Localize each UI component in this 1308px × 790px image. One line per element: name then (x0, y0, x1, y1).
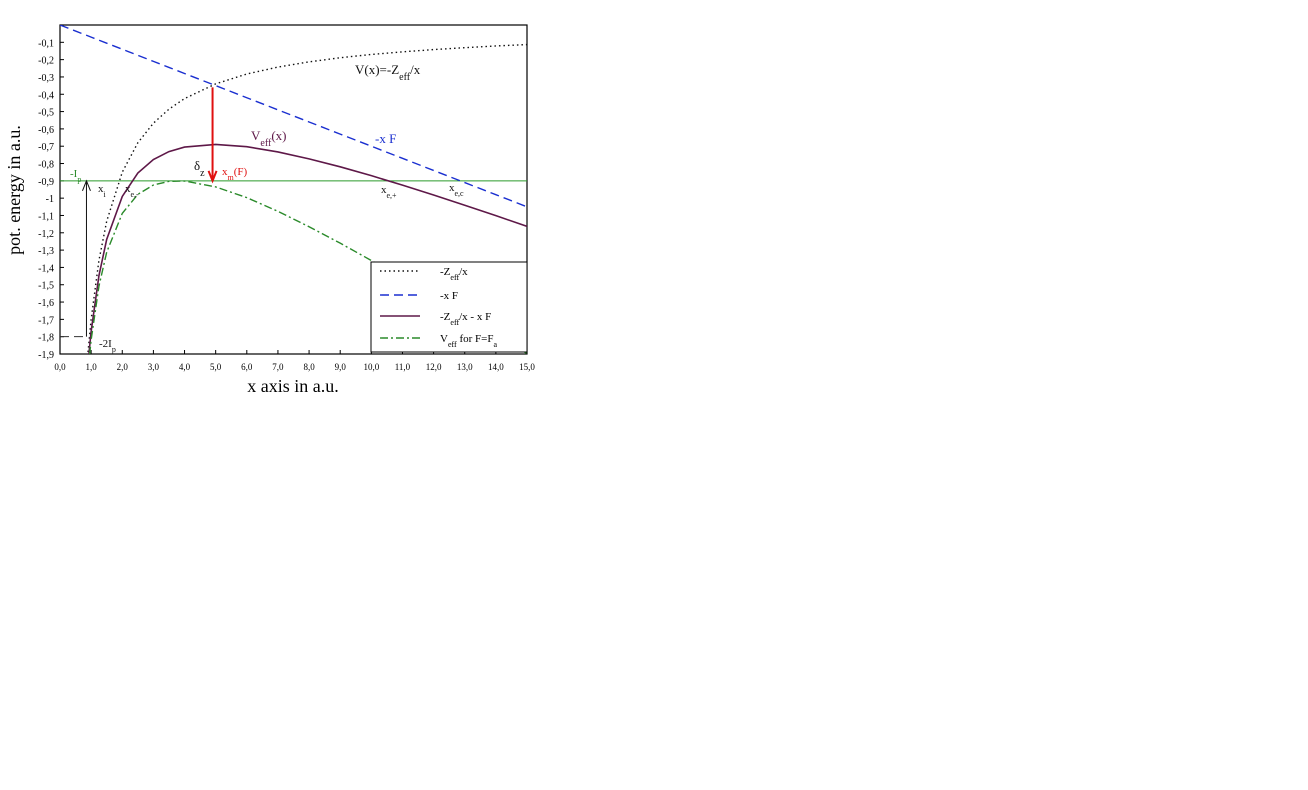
y-tick-label: -1,7 (38, 315, 54, 326)
x-tick-label: 4,0 (179, 362, 191, 372)
series-line (89, 180, 527, 354)
y-tick-label: -1,5 (38, 281, 54, 292)
text-part: /x - x F (459, 311, 491, 323)
y-tick-label: -0,7 (38, 142, 54, 153)
subscript: z (200, 168, 205, 179)
x-tick-label: 13,0 (457, 362, 473, 372)
text-part: x (98, 183, 104, 195)
annotation: xe,- (125, 183, 139, 199)
text-part: V(x)=-Z (355, 62, 399, 77)
y-tick-label: -0,3 (38, 73, 54, 84)
y-tick-label: -1,8 (38, 333, 54, 344)
text-part: (F) (234, 166, 248, 178)
y-tick-label: -1,2 (38, 229, 54, 240)
annotation: xi (98, 183, 107, 199)
annotation: -Ip (70, 168, 81, 184)
subscript: e,- (131, 190, 140, 199)
arrow-head (207, 170, 218, 184)
y-tick-label: -0,8 (38, 160, 54, 171)
series-line (87, 43, 527, 353)
x-tick-label: 8,0 (303, 362, 315, 372)
subscript: eff (450, 318, 459, 327)
text-part: -2I (99, 338, 112, 350)
y-tick-label: -0,4 (38, 90, 54, 101)
legend-label: -Zeff/x (440, 266, 468, 282)
x-tick-label: 3,0 (148, 362, 160, 372)
series-line (88, 143, 527, 354)
x-tick-label: 2,0 (117, 362, 129, 372)
y-tick-label: -0,9 (38, 177, 54, 188)
y-tick-label: -1,4 (38, 263, 54, 274)
annotation: δz (194, 158, 205, 179)
legend-box (370, 261, 528, 353)
legend-label: -Zeff/x - x F (440, 311, 491, 327)
subscript: e,c (455, 189, 465, 198)
text-part: /x (459, 266, 468, 278)
text-part: x (222, 166, 228, 178)
x-tick-label: 7,0 (272, 362, 284, 372)
y-tick-label: -1,1 (38, 211, 54, 222)
y-tick-label: -1,9 (38, 350, 54, 361)
series-line (60, 25, 527, 208)
y-tick-label: -0,1 (38, 38, 54, 49)
y-tick-label: -0,6 (38, 125, 54, 136)
x-tick-label: 9,0 (335, 362, 347, 372)
x-tick-label: 0,0 (54, 362, 66, 372)
x-tick-label: 14,0 (488, 362, 504, 372)
annotation: xe,+ (381, 184, 397, 200)
x-tick-label: 12,0 (426, 362, 442, 372)
text-part: for F=F (457, 333, 494, 345)
legend-label: Veff for F=Fa (440, 333, 497, 349)
legend-label: -x F (440, 290, 458, 302)
text-part: V (440, 333, 448, 345)
text-part: V (251, 128, 261, 143)
text-part: δ (194, 158, 200, 173)
subscript: eff (450, 273, 459, 282)
text-part: -I (70, 168, 78, 180)
plot-area (60, 25, 527, 354)
annotation: xe,c (449, 182, 464, 198)
subscript: eff (448, 340, 457, 349)
text-part: /x (410, 62, 421, 77)
y-tick-label: -0,2 (38, 56, 54, 67)
annotation: -2Ip (99, 338, 116, 354)
annotation: V(x)=-Zeff/x (355, 62, 421, 83)
y-axis-title: pot. energy in a.u. (4, 125, 24, 255)
subscript: m (228, 173, 235, 182)
text-part: -Z (440, 311, 451, 323)
arrow-head (81, 179, 91, 192)
annotation: -x F (375, 131, 396, 146)
subscript: e,+ (387, 191, 398, 200)
text-part: -Z (440, 266, 451, 278)
subscript: eff (399, 72, 411, 83)
text-part: -x F (375, 131, 396, 146)
text-part: (x) (271, 128, 286, 143)
annotation: Veff(x) (251, 128, 286, 149)
x-tick-label: 6,0 (241, 362, 253, 372)
x-tick-label: 1,0 (86, 362, 98, 372)
subscript: a (493, 340, 497, 349)
y-tick-label: -1,3 (38, 246, 54, 257)
text-part: x (381, 184, 387, 196)
plot-frame (59, 24, 528, 355)
subscript: i (104, 190, 107, 199)
text-part: x (449, 182, 455, 194)
x-axis-title: x axis in a.u. (247, 376, 339, 396)
subscript: p (77, 175, 81, 184)
text-part: x (125, 183, 131, 195)
x-tick-label: 10,0 (363, 362, 379, 372)
y-tick-label: -0,5 (38, 108, 54, 119)
text-part: -x F (440, 290, 458, 302)
subscript: eff (260, 138, 272, 149)
annotation: xm(F) (222, 166, 248, 182)
y-tick-label: -1,6 (38, 298, 54, 309)
subscript: p (112, 345, 116, 354)
y-tick-label: -1 (46, 194, 54, 205)
x-tick-label: 5,0 (210, 362, 222, 372)
x-tick-label: 11,0 (395, 362, 411, 372)
x-tick-label: 15,0 (519, 362, 535, 372)
